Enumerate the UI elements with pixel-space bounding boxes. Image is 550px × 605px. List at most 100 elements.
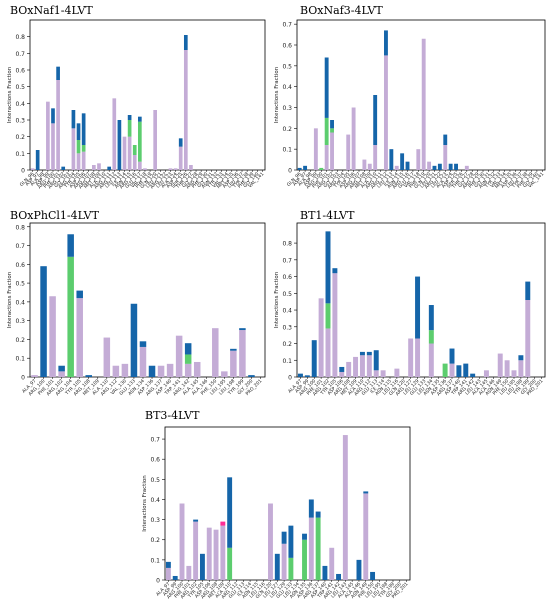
bar-hydrophobic — [30, 168, 35, 170]
bar-hbond — [339, 366, 345, 372]
bar-hydrophobic — [449, 363, 455, 377]
bar-hydrophobic — [268, 503, 273, 580]
bar-water — [315, 517, 321, 580]
bar-hbond — [389, 149, 394, 170]
bar-hydrophobic — [464, 165, 469, 170]
y-tick-label: 0.4 — [15, 101, 25, 108]
bar-hydrophobic — [408, 338, 414, 377]
bar-hydrophobic — [394, 165, 399, 170]
y-axis-label: Interactions Fraction — [274, 66, 280, 123]
bar-ionic — [220, 521, 226, 526]
y-tick-label: 0.6 — [150, 457, 160, 464]
bar-hbond — [148, 365, 156, 377]
bar-hbond — [35, 150, 40, 170]
bar-chart-boxnaf1: 0 0.1 0.2 0.3 0.4 0.5 0.6 0.7 0.8 Interactions Fr… — [7, 19, 265, 191]
y-tick-label: 0 — [21, 375, 25, 382]
y-tick-label: 0.5 — [282, 291, 292, 298]
y-tick-label: 0.2 — [150, 537, 160, 544]
bar-hydrophobic — [415, 338, 421, 377]
bar-hydrophobic — [143, 168, 147, 170]
bar-hbond — [127, 115, 132, 120]
bar-hbond — [71, 110, 76, 129]
chart-panel-bt3: BT3-4LVT 0 0.1 0.2 0.3 0.4 0.5 0.6 0.7 Interacti… — [135, 405, 415, 605]
bar-hydrophobic — [165, 567, 171, 580]
bar-chart-boxnaf3: 0 0.1 0.2 0.3 0.4 0.5 0.6 0.7 Interactions Fract… — [274, 19, 546, 191]
bar-hydrophobic — [76, 298, 83, 377]
bar-hbond — [130, 303, 138, 377]
bar-hydrophobic — [346, 134, 351, 170]
bar-hbond — [297, 167, 302, 170]
bar-hbond — [454, 163, 458, 170]
bar-hbond — [248, 375, 255, 377]
bar-hydrophobic — [31, 375, 38, 377]
bar-hydrophobic — [518, 360, 524, 377]
y-tick-label: 0 — [21, 168, 25, 175]
y-tick-label: 0.6 — [15, 68, 25, 75]
bar-hbond — [107, 166, 112, 170]
y-tick-label: 0.3 — [15, 318, 25, 325]
bar-hbond — [315, 511, 321, 518]
chart-panel-bt1: BT1-4LVT 0 0.1 0.2 0.3 0.4 0.5 0.6 0.7 0.8 Intera… — [274, 205, 550, 405]
bar-hydrophobic — [362, 159, 367, 170]
bar-hbond — [304, 375, 310, 377]
bar-hbond — [443, 134, 448, 145]
y-tick-label: 0.5 — [150, 477, 160, 484]
bar-hydrophobic — [173, 168, 178, 170]
bar-water — [137, 121, 142, 162]
bar-hydrophobic — [363, 493, 369, 580]
bar-water — [442, 363, 448, 377]
bar-hydrophobic — [213, 529, 219, 580]
y-tick-label: 0.4 — [282, 308, 292, 315]
bar-hydrophobic — [51, 123, 55, 170]
bar-hydrophobic — [504, 360, 510, 377]
bar-hydrophobic — [206, 527, 212, 580]
bar-hydrophobic — [330, 132, 334, 170]
bar-hbond — [227, 477, 233, 548]
bar-hbond — [56, 66, 60, 80]
bar-hbond — [463, 363, 469, 377]
bar-hbond — [303, 165, 308, 170]
chart-title: BOxNaf3-4LVT — [300, 4, 383, 17]
bar-hbond — [76, 290, 83, 299]
bar-hydrophobic — [497, 353, 503, 377]
y-tick-label: 0.8 — [282, 241, 292, 248]
bar-hbond — [370, 571, 376, 580]
bar-hbond — [281, 531, 287, 544]
bar-hydrophobic — [49, 296, 56, 377]
bar-hydrophobic — [416, 149, 421, 170]
bar-hbond — [366, 351, 372, 356]
chart-title: BT1-4LVT — [300, 209, 355, 222]
plot-frame — [296, 222, 546, 378]
chart-panel-boxnaf3: BOxNaf3-4LVT 0 0.1 0.2 0.3 0.4 0.5 0.6 0.7 Inter… — [274, 0, 550, 200]
bar-hbond — [302, 533, 307, 540]
bar-water — [288, 557, 294, 580]
bar-hbond — [373, 350, 379, 371]
bar-hbond — [456, 365, 462, 377]
y-tick-label: 0.3 — [282, 324, 292, 331]
bar-hbond — [81, 113, 86, 145]
bar-hydrophobic — [384, 55, 388, 170]
bar-hbond — [183, 35, 188, 50]
bar-hydrophobic — [421, 38, 426, 170]
y-tick-label: 0.8 — [15, 224, 25, 231]
y-tick-label: 0.5 — [15, 281, 25, 288]
plot-frame — [29, 222, 266, 378]
y-tick-label: 0.7 — [15, 243, 25, 250]
bar-hbond — [193, 519, 199, 522]
y-axis-label: Interactions Fraction — [7, 271, 13, 328]
bar-hbond — [432, 165, 437, 170]
bar-hbond — [373, 95, 378, 145]
bar-hydrophobic — [112, 365, 120, 377]
bar-hbond — [58, 365, 65, 372]
y-tick-label: 0.7 — [282, 22, 292, 29]
bar-hydrophobic — [342, 435, 348, 580]
bar-water — [324, 117, 329, 145]
bar-hydrophobic — [58, 371, 65, 377]
bar-hydrophobic — [103, 337, 111, 377]
bar-hydrophobic — [373, 145, 378, 170]
bar-hbond — [518, 355, 524, 361]
bar-water — [428, 330, 434, 344]
y-tick-label: 0.5 — [15, 84, 25, 91]
bar-hbond — [311, 340, 317, 377]
bar-hydrophobic — [329, 547, 335, 580]
